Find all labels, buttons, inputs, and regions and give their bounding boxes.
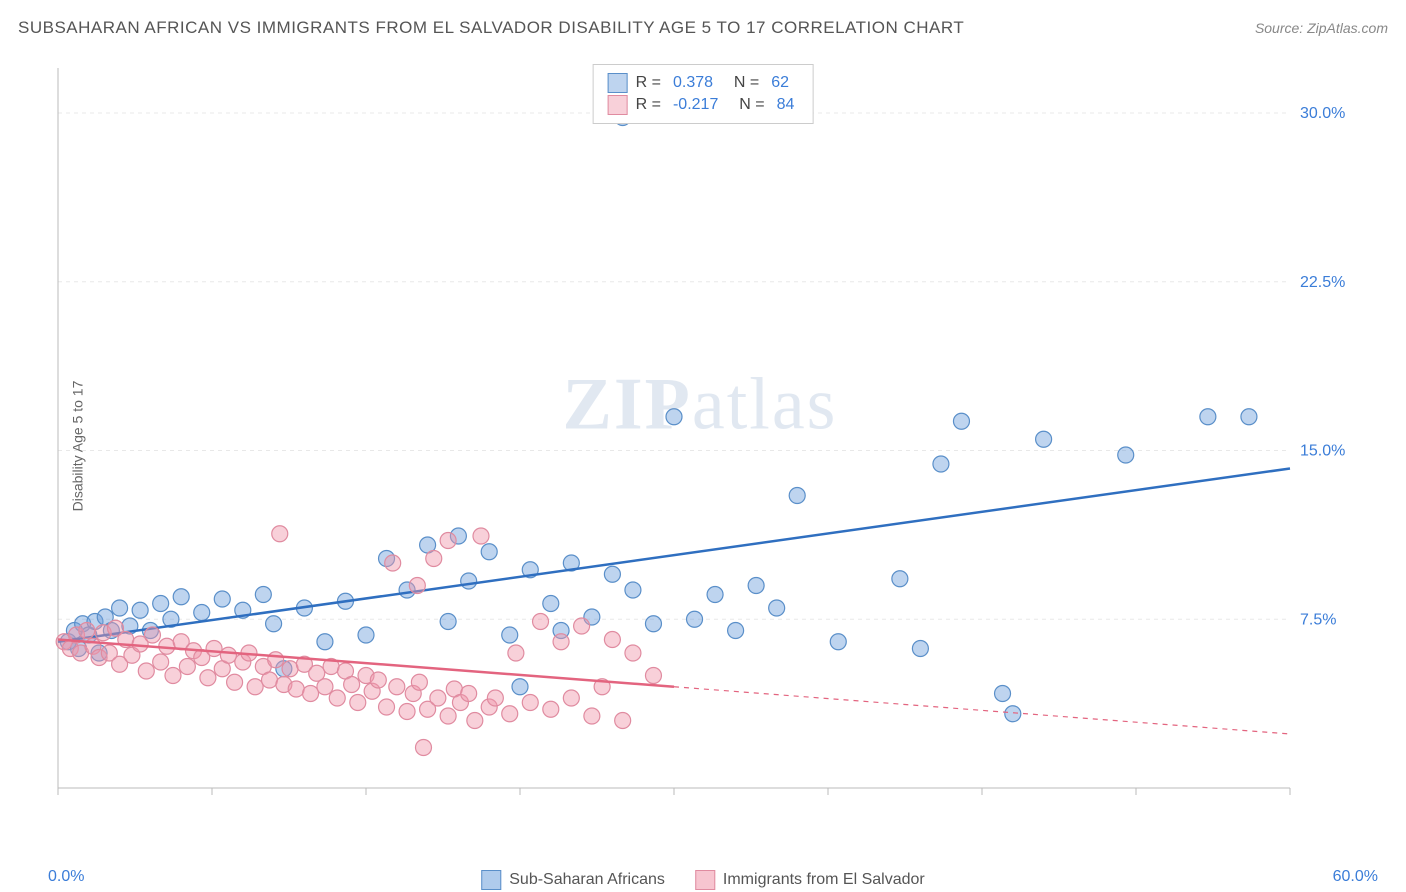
legend-r-label: R = xyxy=(636,96,661,114)
legend-row: R = 0.378 N = 62 xyxy=(608,73,799,93)
legend-swatch xyxy=(608,95,628,115)
legend-n-value: 62 xyxy=(771,74,789,92)
legend-r-label: R = xyxy=(636,74,661,92)
legend-item: Immigrants from El Salvador xyxy=(695,870,925,890)
svg-text:15.0%: 15.0% xyxy=(1300,443,1345,460)
x-axis-max-label: 60.0% xyxy=(1333,868,1378,886)
correlation-legend: R = 0.378 N = 62 R = -0.217 N = 84 xyxy=(593,64,814,124)
legend-n-label: N = xyxy=(730,96,764,114)
legend-n-label: N = xyxy=(725,74,759,92)
legend-row: R = -0.217 N = 84 xyxy=(608,95,799,115)
scatter-plot: 7.5% 15.0% 22.5% 30.0% xyxy=(50,58,1350,828)
svg-text:7.5%: 7.5% xyxy=(1300,611,1336,628)
legend-r-value: -0.217 xyxy=(673,96,718,114)
legend-swatch xyxy=(695,870,715,890)
chart-area: 7.5%15.0%22.5%30.0% ZIPatlas xyxy=(50,58,1350,828)
series-legend: Sub-Saharan Africans Immigrants from El S… xyxy=(481,870,925,890)
x-axis-min-label: 0.0% xyxy=(48,868,84,886)
legend-label: Immigrants from El Salvador xyxy=(723,871,925,889)
legend-r-value: 0.378 xyxy=(673,74,713,92)
legend-n-value: 84 xyxy=(777,96,795,114)
svg-text:22.5%: 22.5% xyxy=(1300,274,1345,291)
svg-text:30.0%: 30.0% xyxy=(1300,105,1345,122)
legend-item: Sub-Saharan Africans xyxy=(481,870,665,890)
legend-label: Sub-Saharan Africans xyxy=(509,871,665,889)
legend-swatch xyxy=(481,870,501,890)
chart-title: SUBSAHARAN AFRICAN VS IMMIGRANTS FROM EL… xyxy=(18,18,964,38)
legend-swatch xyxy=(608,73,628,93)
source-attribution: Source: ZipAtlas.com xyxy=(1255,20,1388,36)
